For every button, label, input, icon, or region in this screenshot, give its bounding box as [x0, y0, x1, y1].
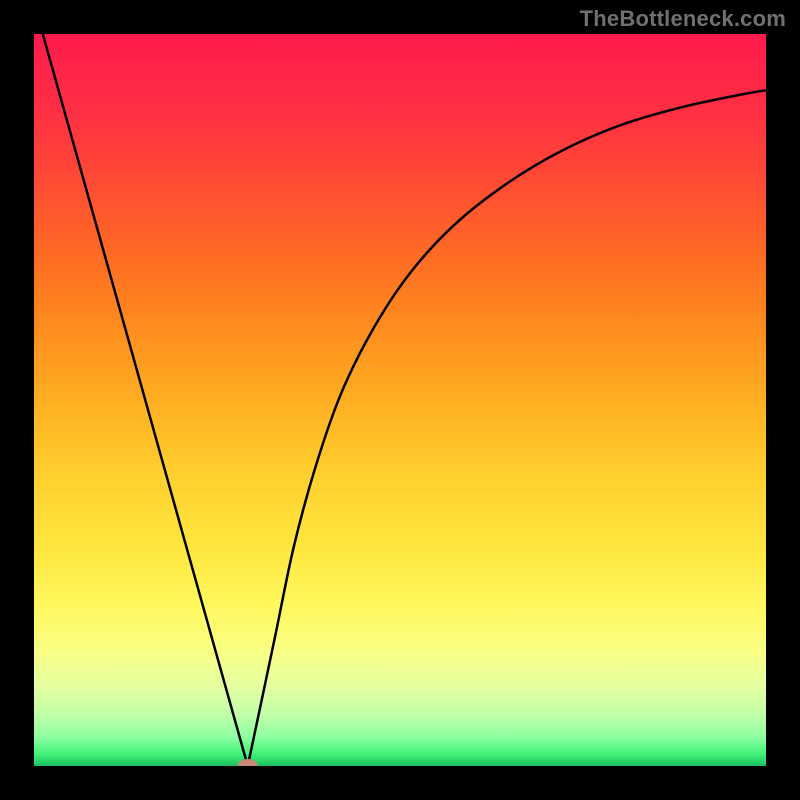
curve-layer [0, 0, 800, 800]
bottleneck-curve [43, 34, 766, 766]
optimum-marker [238, 759, 258, 773]
chart-container: TheBottleneck.com [0, 0, 800, 800]
watermark-text: TheBottleneck.com [580, 6, 786, 32]
